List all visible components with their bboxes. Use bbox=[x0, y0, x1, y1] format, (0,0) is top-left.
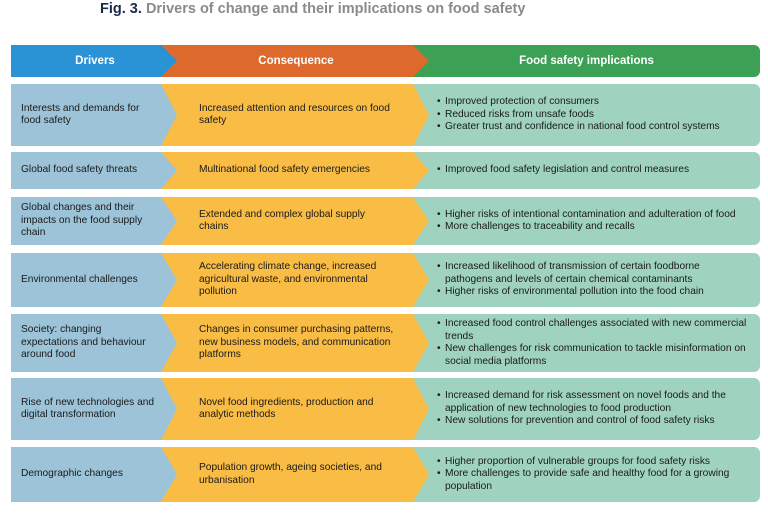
implication-item: New solutions for prevention and control… bbox=[437, 415, 750, 428]
implications-cell: Higher risks of intentional contaminatio… bbox=[413, 197, 760, 245]
implication-item: Improved protection of consumers bbox=[437, 96, 720, 109]
implication-item: Increased food control challenges associ… bbox=[437, 318, 750, 343]
implication-item: Higher proportion of vulnerable groups f… bbox=[437, 456, 750, 469]
implications-cell: Improved food safety legislation and con… bbox=[413, 152, 760, 189]
driver-cell: Interests and demands for food safety bbox=[11, 84, 179, 146]
implications-list: Increased demand for risk assessment on … bbox=[437, 390, 750, 428]
consequence-cell: Accelerating climate change, increased a… bbox=[161, 253, 431, 307]
consequence-cell: Population growth, ageing societies, and… bbox=[161, 447, 431, 502]
consequence-cell: Multinational food safety emergencies bbox=[161, 152, 431, 189]
implications-cell: Improved protection of consumersReduced … bbox=[413, 84, 760, 146]
implications-cell: Higher proportion of vulnerable groups f… bbox=[413, 447, 760, 502]
driver-cell: Global food safety threats bbox=[11, 152, 179, 189]
driver-cell: Society: changing expectations and behav… bbox=[11, 314, 179, 372]
implications-list: Higher risks of intentional contaminatio… bbox=[437, 209, 736, 234]
consequence-column-header: Consequence bbox=[161, 45, 431, 77]
implications-list: Increased likelihood of transmission of … bbox=[437, 261, 750, 299]
implication-item: More challenges to provide safe and heal… bbox=[437, 468, 750, 493]
implication-item: New challenges for risk communication to… bbox=[437, 343, 750, 368]
implications-cell: Increased likelihood of transmission of … bbox=[413, 253, 760, 307]
implication-item: Reduced risks from unsafe foods bbox=[437, 109, 720, 122]
consequence-cell: Extended and complex global supply chain… bbox=[161, 197, 431, 245]
figure-title-text: Drivers of change and their implications… bbox=[145, 1, 526, 17]
implication-item: Improved food safety legislation and con… bbox=[437, 164, 689, 177]
figure-title: Fig. 3. Drivers of change and their impl… bbox=[100, 1, 525, 17]
implication-item: More challenges to traceability and reca… bbox=[437, 221, 736, 234]
implications-cell: Increased demand for risk assessment on … bbox=[413, 378, 760, 440]
consequence-cell: Increased attention and resources on foo… bbox=[161, 84, 431, 146]
implications-cell: Increased food control challenges associ… bbox=[413, 314, 760, 372]
implication-item: Increased demand for risk assessment on … bbox=[437, 390, 750, 415]
implications-list: Improved food safety legislation and con… bbox=[437, 164, 689, 177]
drivers-column-header: Drivers bbox=[11, 45, 179, 77]
implications-list: Improved protection of consumersReduced … bbox=[437, 96, 720, 134]
driver-cell: Environmental challenges bbox=[11, 253, 179, 307]
implications-list: Higher proportion of vulnerable groups f… bbox=[437, 456, 750, 494]
implication-item: Higher risks of intentional contaminatio… bbox=[437, 209, 736, 222]
driver-cell: Demographic changes bbox=[11, 447, 179, 502]
consequence-cell: Novel food ingredients, production and a… bbox=[161, 378, 431, 440]
figure-label: Fig. 3. bbox=[100, 1, 142, 17]
implication-item: Increased likelihood of transmission of … bbox=[437, 261, 750, 286]
implications-column-header: Food safety implications bbox=[413, 45, 760, 77]
driver-cell: Rise of new technologies and digital tra… bbox=[11, 378, 179, 440]
consequence-cell: Changes in consumer purchasing patterns,… bbox=[161, 314, 431, 372]
driver-cell: Global changes and their impacts on the … bbox=[11, 197, 179, 245]
implications-list: Increased food control challenges associ… bbox=[437, 318, 750, 368]
implication-item: Higher risks of environmental pollution … bbox=[437, 286, 750, 299]
implication-item: Greater trust and confidence in national… bbox=[437, 121, 720, 134]
